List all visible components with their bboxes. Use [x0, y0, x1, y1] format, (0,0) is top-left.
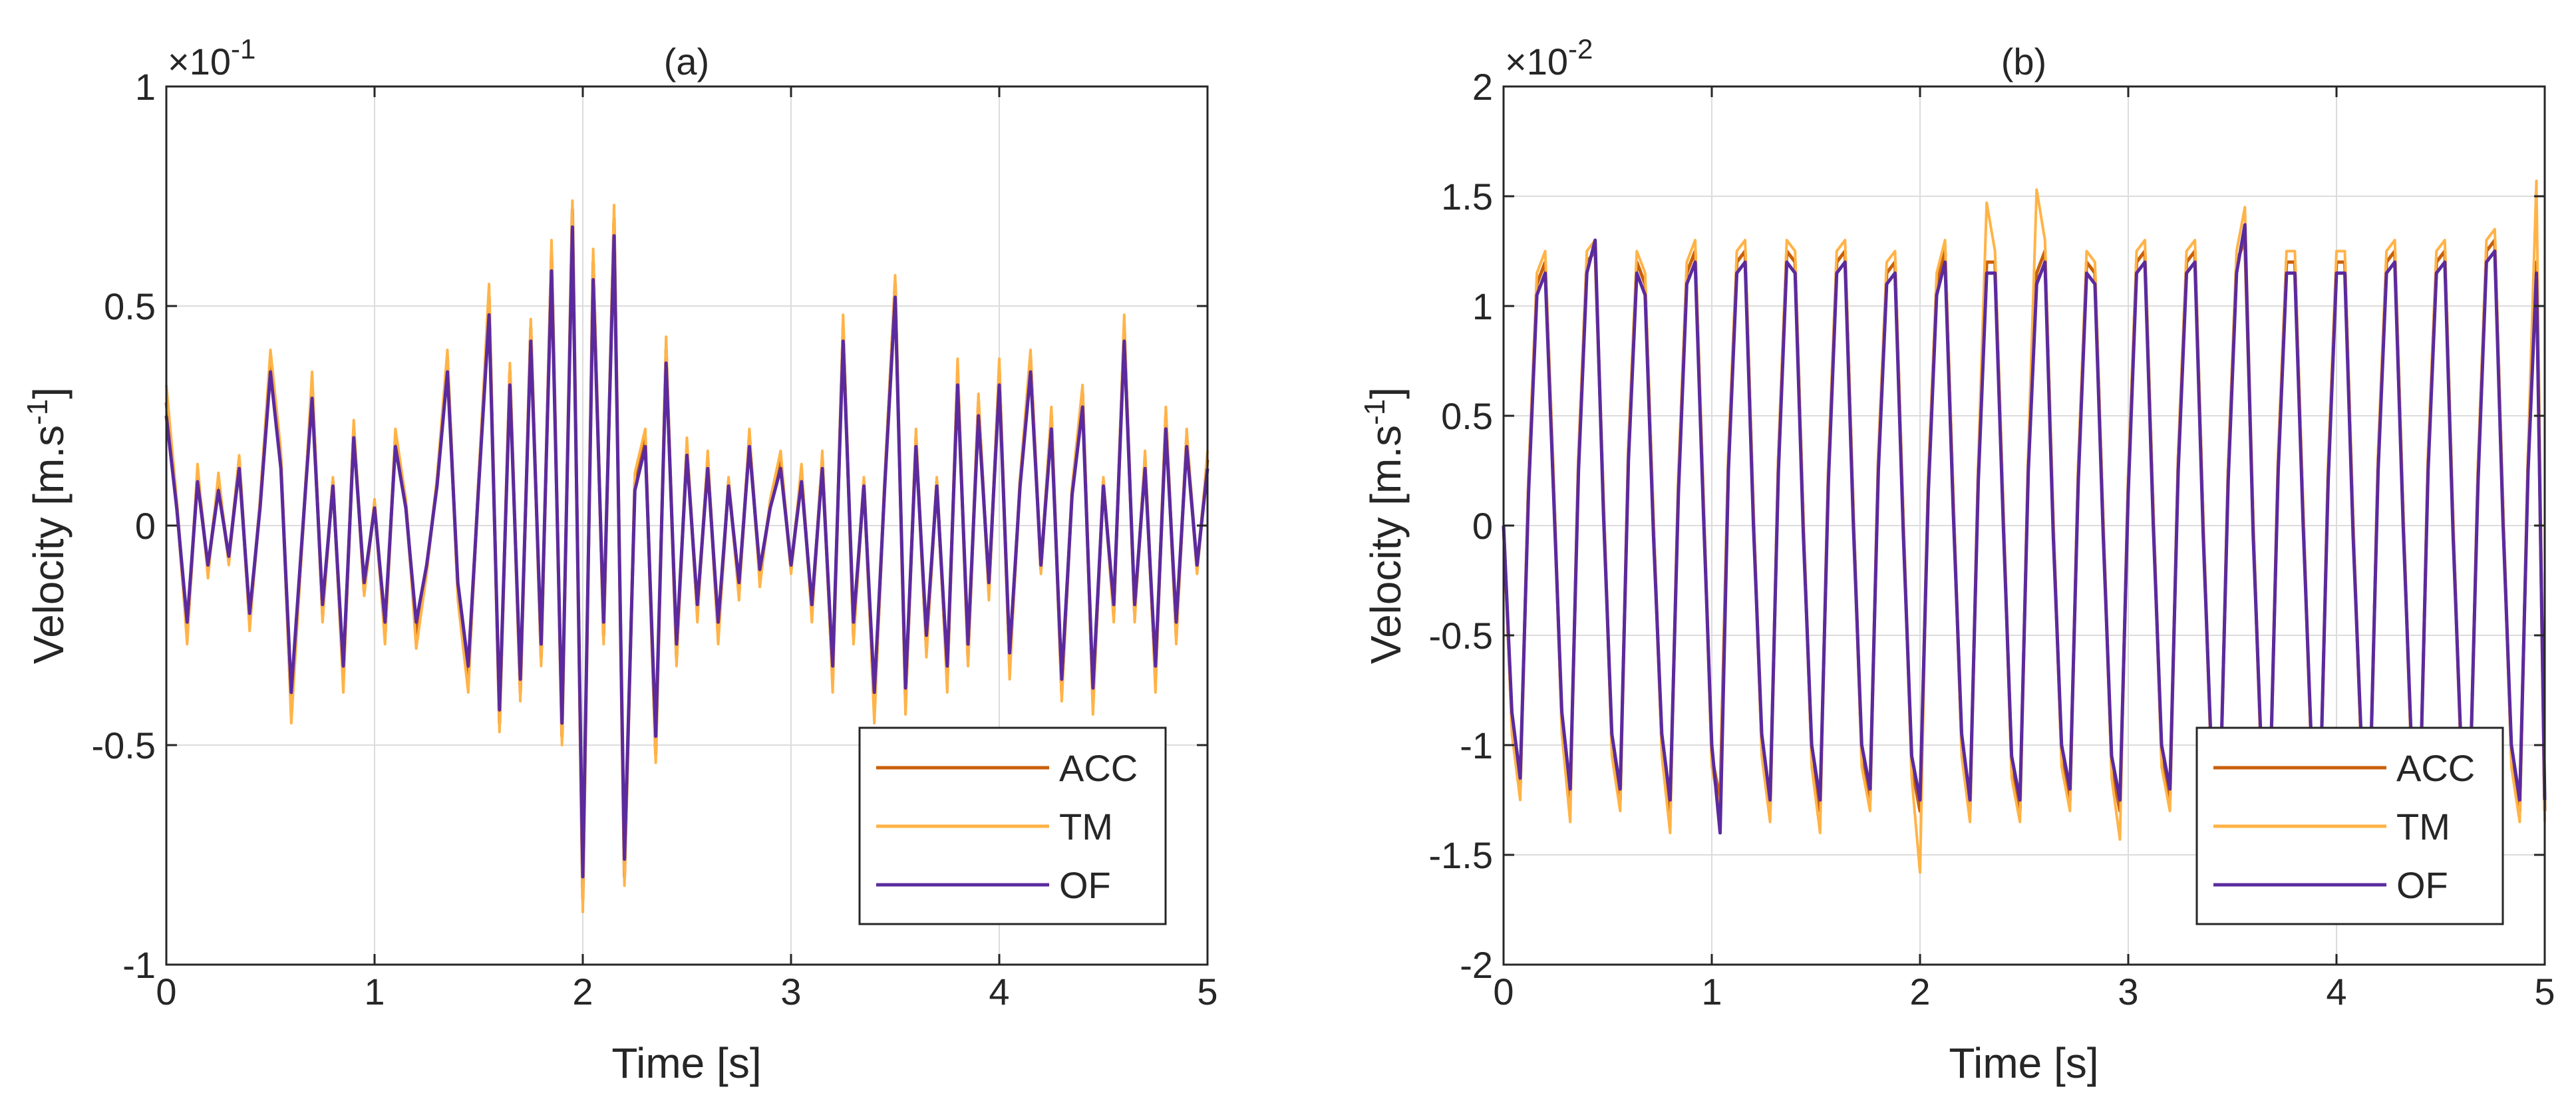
panel-b-ytick-label: -2 — [1460, 944, 1493, 986]
panel-a-exponent: ×10-1 — [168, 33, 255, 82]
panel-a-xtick-label: 2 — [572, 971, 593, 1013]
panel-a-xtick-label: 3 — [780, 971, 801, 1013]
panel-a-legend: ACC TM OF — [858, 726, 1167, 925]
panel-b-xtick-label: 1 — [1701, 971, 1722, 1013]
legend-tm-label: TM — [2396, 806, 2450, 848]
panel-b-xtick-label: 5 — [2534, 971, 2555, 1013]
legend-of-label: OF — [1059, 864, 1111, 906]
panel-a-series — [164, 199, 1209, 913]
panel-a-ticks: 0 1 2 3 4 5 -1 -0.5 0 0.5 1 — [92, 66, 1218, 1013]
panel-a-grid — [166, 86, 1208, 965]
panel-b-legend: ACC TM OF — [2195, 726, 2504, 925]
panel-a-xtick-label: 1 — [364, 971, 385, 1013]
panel-b-xlabel: Time [s] — [1949, 1039, 2098, 1087]
panel-b-title: (b) — [2001, 41, 2046, 82]
panel-b-ticks: 0 1 2 3 4 5 -2 -1.5 -1 -0.5 0 0.5 1 1.5 2 — [1429, 66, 2555, 1013]
panel-a-xtick-label: 4 — [989, 971, 1009, 1013]
panel-b-ylabel: Velocity [m.s-1] — [1359, 387, 1410, 664]
panel-b-ytick-label: 2 — [1472, 66, 1493, 108]
panel-b-xtick-label: 4 — [2326, 971, 2346, 1013]
legend-acc-label: ACC — [2396, 747, 2475, 789]
panel-b-ytick-label: -1.5 — [1429, 834, 1494, 876]
panel-a-ytick-label: -0.5 — [92, 724, 156, 766]
panel-a-series-of-line — [164, 225, 1209, 879]
panel-b-xtick-label: 2 — [1909, 971, 1930, 1013]
panel-a-xtick-label: 5 — [1197, 971, 1217, 1013]
panel-a-ylabel: Velocity [m.s-1] — [21, 387, 73, 664]
panel-a-ytick-label: -1 — [122, 944, 156, 986]
legend-tm-label: TM — [1059, 806, 1113, 848]
legend-acc-label: ACC — [1059, 747, 1138, 789]
panel-b-xtick-label: 0 — [1493, 971, 1514, 1013]
panel-b-ytick-label: -0.5 — [1429, 615, 1494, 657]
panel-a-velocity-chart: 0 1 2 3 4 5 -1 -0.5 0 0.5 1 (a) ×10-1 Time [s] Vel… — [21, 33, 1218, 1087]
panel-b-ytick-label: 1.5 — [1441, 176, 1493, 218]
panel-a-title: (a) — [664, 41, 709, 82]
panel-a-xtick-label: 0 — [156, 971, 176, 1013]
panel-b-velocity-chart: 0 1 2 3 4 5 -2 -1.5 -1 -0.5 0 0.5 1 1.5 2 (b) ×10-2 Ti… — [1359, 33, 2555, 1087]
panel-a-ytick-label: 0 — [135, 505, 156, 547]
panel-b-ytick-label: 1 — [1472, 285, 1493, 327]
panel-a-xlabel: Time [s] — [611, 1039, 761, 1087]
panel-a-ytick-label: 0.5 — [104, 285, 156, 327]
panel-a-ytick-label: 1 — [135, 66, 156, 108]
panel-b-xtick-label: 3 — [2118, 971, 2138, 1013]
panel-b-ytick-label: -1 — [1460, 724, 1493, 766]
panel-b-ytick-label: 0.5 — [1441, 395, 1493, 437]
panel-b-ytick-label: 0 — [1472, 505, 1493, 547]
legend-of-label: OF — [2396, 864, 2448, 906]
panel-b-exponent: ×10-2 — [1505, 33, 1593, 82]
